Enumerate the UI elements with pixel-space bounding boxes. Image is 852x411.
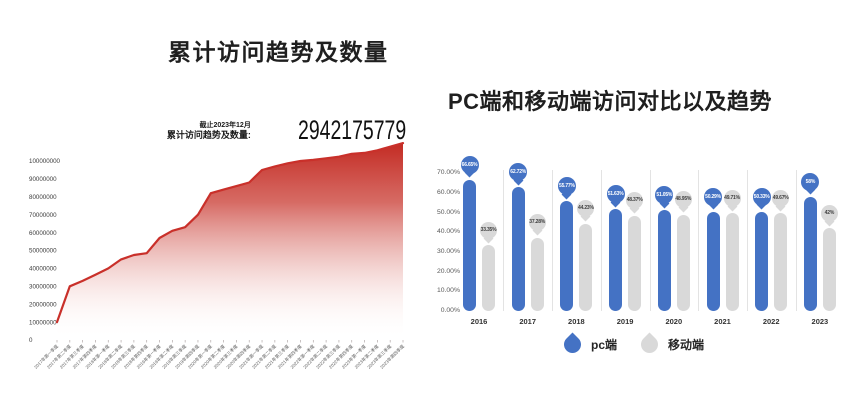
- y-axis-tick-label: 100000000: [29, 158, 61, 165]
- pc-value-balloon-2021: 50.29%: [704, 187, 722, 206]
- group-separator: [649, 170, 651, 311]
- mobile-bar-2018: [579, 223, 593, 311]
- year-label: 2018: [568, 317, 585, 326]
- y-axis-tick-label: 10000000: [29, 319, 57, 326]
- percent-axis-label: 50.00%: [436, 208, 460, 216]
- mobile-bar-2023: [822, 228, 836, 311]
- pc-value-balloon-2022: 50.33%: [752, 187, 771, 206]
- pc-value-balloon-2019: 51.63%: [606, 185, 625, 204]
- pc-mobile-panel: PC端和移动端访问对比以及趋势 0.00% 10.00% 20.00% 30.00% 4…: [430, 0, 852, 411]
- y-axis-tick-label: 70000000: [29, 212, 57, 219]
- y-axis-tick-label: 90000000: [29, 176, 57, 183]
- percent-axis-label: 0.00%: [440, 307, 460, 314]
- pc-value-balloon-2023: 58%: [801, 172, 820, 191]
- as-of-date-label: 截止2023年12月: [199, 121, 251, 129]
- y-axis-tick-label: 60000000: [29, 230, 57, 237]
- percent-axis-label: 40.00%: [436, 228, 460, 236]
- group-separator: [795, 170, 797, 311]
- mobile-value-balloon-2022: 49.67%: [772, 189, 790, 207]
- mobile-legend-droplet-icon: [637, 332, 662, 357]
- trend-line: [55, 142, 405, 324]
- group-separator: [552, 170, 554, 311]
- y-axis-tick-label: 30000000: [29, 284, 57, 291]
- mobile-bar-2020: [676, 214, 690, 311]
- group-separator: [746, 170, 748, 311]
- year-label: 2019: [616, 317, 634, 326]
- mobile-value-balloon-2023: 42%: [820, 204, 838, 222]
- mobile-value-balloon-2020: 48.95%: [674, 191, 692, 209]
- percent-axis-label: 30.00%: [436, 247, 460, 255]
- mobile-value-balloon-2017: 37.28%: [528, 214, 546, 232]
- cumulative-area-chart: 0 10000000 20000000 30000000 40000000 5000000…: [29, 142, 406, 370]
- pc-value-balloon-2017: 62.72%: [509, 163, 528, 182]
- mobile-bar-2022: [774, 213, 788, 311]
- pc-bar-2023: [803, 196, 817, 311]
- mobile-value-balloon-2021: 49.71%: [723, 189, 741, 207]
- year-label: 2021: [714, 317, 731, 326]
- group-separator: [698, 170, 700, 311]
- pc-value-balloon-2016: 66.65%: [460, 155, 479, 174]
- pc-value-balloon-2018: 55.77%: [557, 177, 576, 196]
- y-axis-tick-label: 40000000: [29, 266, 57, 273]
- pc-mobile-chart: 0.00% 10.00% 20.00% 30.00% 40.00% 50.00% 60.00…: [430, 140, 852, 330]
- pc-bar-2019: [609, 209, 623, 311]
- y-axis-tick-label: 80000000: [29, 194, 57, 201]
- year-label: 2016: [470, 317, 488, 326]
- year-label: 2017: [519, 317, 537, 326]
- year-label: 2020: [665, 317, 683, 326]
- y-axis-tick-label: 20000000: [29, 301, 57, 308]
- pc-value-balloon-2020: 51.05%: [655, 186, 674, 205]
- mobile-value-balloon-2019: 48.37%: [626, 192, 644, 210]
- annotation-labels: 截止2023年12月 累计访问趋势及数量:: [167, 122, 251, 143]
- mobile-legend-label: 移动端: [668, 338, 705, 352]
- percent-axis-label: 60.00%: [436, 188, 460, 196]
- year-label: 2022: [762, 317, 780, 326]
- percent-axis-label: 10.00%: [436, 287, 460, 295]
- pc-bar-2018: [560, 201, 574, 311]
- group-separator: [600, 170, 602, 311]
- pc-bar-2021: [706, 211, 720, 311]
- pc-legend-label: pc端: [590, 338, 617, 352]
- mobile-bar-2016: [482, 245, 495, 311]
- mobile-value-balloon-2018: 44.23%: [577, 200, 595, 218]
- percent-axis-label: 20.00%: [436, 267, 460, 275]
- pc-bar-2017: [511, 187, 525, 311]
- cumulative-total-value: 2942175779: [297, 115, 406, 145]
- year-label: 2023: [811, 317, 829, 326]
- pc-legend-droplet-icon: [560, 332, 585, 357]
- pc-bar-2016: [463, 179, 476, 311]
- cumulative-total-label: 累计访问趋势及数量:: [166, 129, 251, 140]
- cumulative-chart-title: 累计访问趋势及数量: [168, 39, 389, 65]
- mobile-bar-2021: [725, 213, 739, 311]
- pc-bar-2020: [657, 210, 671, 311]
- cumulative-total-annotation: 截止2023年12月 累计访问趋势及数量: 2942175779: [150, 103, 406, 145]
- pc-mobile-chart-title: PC端和移动端访问对比以及趋势: [448, 89, 773, 114]
- mobile-bar-2019: [628, 215, 642, 311]
- chart-legend: pc端 移动端: [430, 332, 852, 357]
- y-axis-tick-label: 50000000: [29, 248, 57, 255]
- y-axis-tick-label: 0: [29, 337, 33, 344]
- mobile-value-balloon-2016: 33.35%: [480, 221, 497, 239]
- pc-bar-2022: [755, 211, 769, 311]
- mobile-bar-2017: [530, 237, 544, 311]
- area-fill: [57, 143, 403, 340]
- group-separator: [503, 170, 505, 311]
- percent-axis-label: 70.00%: [436, 169, 460, 177]
